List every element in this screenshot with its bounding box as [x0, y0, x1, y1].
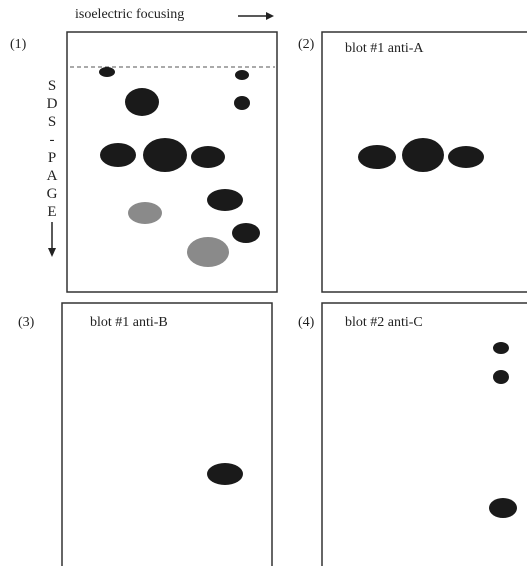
spots — [358, 138, 484, 172]
spot — [207, 463, 243, 485]
panel — [322, 303, 527, 566]
y-arrow — [48, 222, 56, 257]
spots — [489, 342, 517, 518]
panel-label: (1) — [10, 37, 27, 52]
panel-title: blot #1 anti-A — [345, 41, 424, 56]
page: isoelectric focusing SDS-PAGE (1) (2) bl… — [0, 0, 527, 566]
panel-label: (3) — [18, 315, 35, 330]
x-arrow — [238, 12, 274, 20]
x-axis-label: isoelectric focusing — [75, 7, 184, 22]
spots — [70, 67, 275, 267]
panel-title: blot #2 anti-C — [345, 315, 423, 330]
panel — [62, 303, 272, 566]
panel-label: (2) — [298, 37, 315, 52]
y-axis-label: SDS-PAGE — [44, 78, 60, 222]
figure: isoelectric focusing SDS-PAGE (1) (2) bl… — [0, 0, 527, 566]
panel-title: blot #1 anti-B — [90, 315, 168, 330]
panel-label: (4) — [298, 315, 315, 330]
